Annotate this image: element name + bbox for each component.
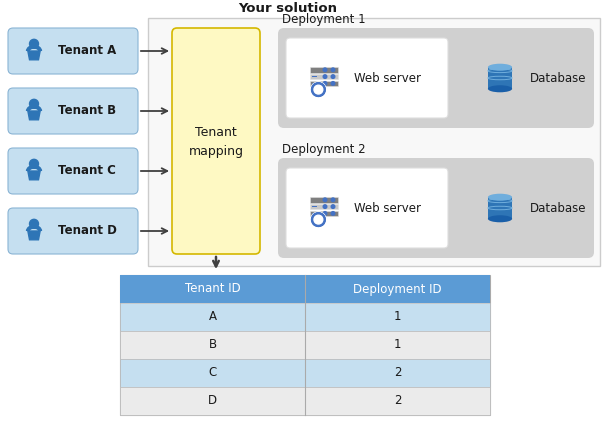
FancyBboxPatch shape bbox=[172, 28, 260, 254]
FancyBboxPatch shape bbox=[286, 168, 448, 248]
Circle shape bbox=[311, 82, 326, 97]
Bar bbox=[310, 81, 338, 86]
FancyBboxPatch shape bbox=[8, 148, 138, 194]
Text: Tenant B: Tenant B bbox=[58, 105, 116, 118]
Bar bbox=[310, 211, 338, 216]
Bar bbox=[310, 74, 338, 79]
Bar bbox=[120, 387, 305, 415]
Bar bbox=[310, 197, 338, 202]
Text: Tenant A: Tenant A bbox=[58, 45, 116, 57]
FancyBboxPatch shape bbox=[278, 28, 594, 128]
Circle shape bbox=[331, 82, 335, 85]
Text: 2: 2 bbox=[394, 395, 401, 408]
Bar bbox=[120, 303, 305, 331]
Text: Deployment 1: Deployment 1 bbox=[282, 13, 365, 26]
Ellipse shape bbox=[488, 85, 512, 92]
Bar bbox=[488, 67, 512, 89]
Bar bbox=[305, 387, 490, 415]
Polygon shape bbox=[28, 231, 40, 240]
Text: 1: 1 bbox=[394, 311, 401, 323]
Text: Tenant ID: Tenant ID bbox=[185, 283, 241, 296]
Text: Your solution: Your solution bbox=[239, 2, 338, 15]
Circle shape bbox=[312, 83, 325, 97]
Text: mapping: mapping bbox=[188, 145, 244, 157]
Circle shape bbox=[323, 68, 327, 72]
Text: C: C bbox=[208, 366, 217, 380]
Bar bbox=[120, 275, 490, 415]
Text: Deployment ID: Deployment ID bbox=[353, 283, 442, 296]
Circle shape bbox=[331, 68, 335, 72]
FancyBboxPatch shape bbox=[8, 28, 138, 74]
Bar bbox=[120, 275, 305, 303]
Text: Database: Database bbox=[530, 202, 586, 214]
Circle shape bbox=[29, 219, 39, 228]
Text: Deployment 2: Deployment 2 bbox=[282, 143, 365, 156]
Bar bbox=[305, 331, 490, 359]
Bar bbox=[148, 18, 600, 266]
Circle shape bbox=[312, 213, 325, 227]
Text: B: B bbox=[209, 338, 217, 351]
Circle shape bbox=[331, 211, 335, 215]
Bar bbox=[310, 67, 338, 73]
Ellipse shape bbox=[488, 215, 512, 222]
Circle shape bbox=[323, 211, 327, 215]
FancyBboxPatch shape bbox=[8, 208, 138, 254]
Circle shape bbox=[331, 198, 335, 202]
Circle shape bbox=[29, 39, 39, 48]
Text: 2: 2 bbox=[394, 366, 401, 380]
Bar bbox=[310, 204, 338, 209]
Circle shape bbox=[29, 159, 39, 168]
Ellipse shape bbox=[488, 63, 512, 71]
Bar bbox=[120, 359, 305, 387]
Circle shape bbox=[323, 198, 327, 202]
Ellipse shape bbox=[488, 194, 512, 201]
Circle shape bbox=[311, 212, 326, 227]
Circle shape bbox=[323, 205, 327, 208]
FancyBboxPatch shape bbox=[286, 38, 448, 118]
Bar bbox=[120, 331, 305, 359]
Bar bbox=[305, 275, 490, 303]
Circle shape bbox=[29, 100, 39, 108]
Bar bbox=[305, 303, 490, 331]
FancyBboxPatch shape bbox=[278, 158, 594, 258]
Circle shape bbox=[331, 75, 335, 79]
Circle shape bbox=[323, 82, 327, 85]
Text: Database: Database bbox=[530, 72, 586, 85]
Text: 1: 1 bbox=[394, 338, 401, 351]
Text: Tenant D: Tenant D bbox=[58, 224, 117, 238]
Polygon shape bbox=[28, 111, 40, 120]
Circle shape bbox=[331, 205, 335, 208]
FancyBboxPatch shape bbox=[8, 88, 138, 134]
Circle shape bbox=[314, 85, 323, 94]
Text: Web server: Web server bbox=[354, 72, 421, 85]
Polygon shape bbox=[28, 171, 40, 180]
Circle shape bbox=[323, 75, 327, 79]
Text: D: D bbox=[208, 395, 217, 408]
Text: A: A bbox=[209, 311, 217, 323]
Bar bbox=[488, 197, 512, 219]
Text: Web server: Web server bbox=[354, 202, 421, 214]
Circle shape bbox=[314, 215, 323, 224]
Bar bbox=[305, 359, 490, 387]
Text: Tenant C: Tenant C bbox=[58, 164, 116, 178]
Polygon shape bbox=[28, 51, 40, 60]
Text: Tenant: Tenant bbox=[195, 127, 237, 139]
